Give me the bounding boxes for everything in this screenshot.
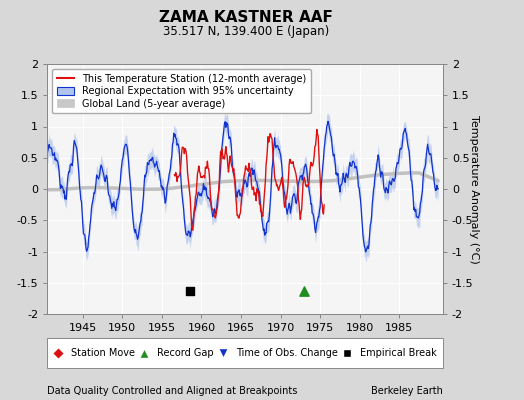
Text: Data Quality Controlled and Aligned at Breakpoints: Data Quality Controlled and Aligned at B…: [47, 386, 298, 396]
FancyBboxPatch shape: [47, 338, 443, 368]
Point: [300, 288, 309, 294]
Y-axis label: Temperature Anomaly (°C): Temperature Anomaly (°C): [469, 115, 479, 263]
Text: 35.517 N, 139.400 E (Japan): 35.517 N, 139.400 E (Japan): [163, 25, 330, 38]
Legend: Station Move, Record Gap, Time of Obs. Change, Empirical Break: Station Move, Record Gap, Time of Obs. C…: [50, 345, 440, 361]
Legend: This Temperature Station (12-month average), Regional Expectation with 95% uncer: This Temperature Station (12-month avera…: [52, 69, 311, 114]
Text: Berkeley Earth: Berkeley Earth: [371, 386, 443, 396]
Text: ZAMA KASTNER AAF: ZAMA KASTNER AAF: [159, 10, 333, 25]
Point: [185, 288, 194, 294]
